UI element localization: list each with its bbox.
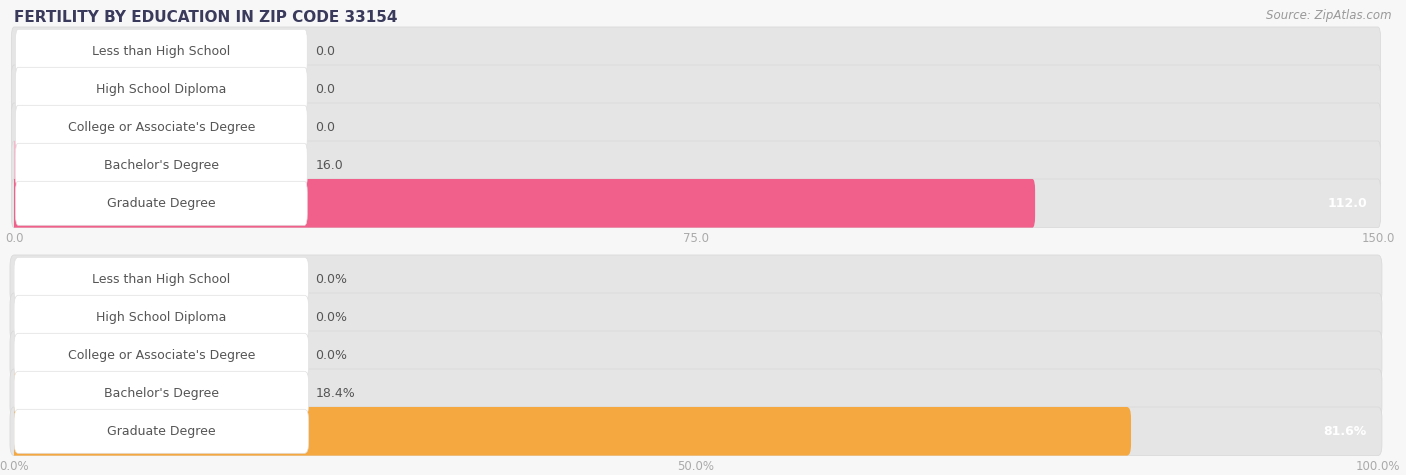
Text: 81.6%: 81.6% [1323, 425, 1367, 438]
Text: High School Diploma: High School Diploma [96, 311, 226, 324]
FancyBboxPatch shape [14, 333, 309, 377]
Text: Less than High School: Less than High School [93, 45, 231, 58]
FancyBboxPatch shape [10, 369, 269, 418]
Text: College or Associate's Degree: College or Associate's Degree [67, 121, 254, 134]
FancyBboxPatch shape [10, 255, 1382, 304]
FancyBboxPatch shape [10, 369, 1382, 418]
Text: Bachelor's Degree: Bachelor's Degree [104, 159, 219, 172]
Text: High School Diploma: High School Diploma [96, 83, 226, 96]
FancyBboxPatch shape [14, 295, 309, 339]
FancyBboxPatch shape [10, 293, 1382, 342]
Text: 0.0%: 0.0% [315, 273, 347, 286]
FancyBboxPatch shape [10, 407, 1130, 456]
FancyBboxPatch shape [11, 141, 1381, 190]
Text: Graduate Degree: Graduate Degree [107, 197, 215, 210]
Text: FERTILITY BY EDUCATION IN ZIP CODE 33154: FERTILITY BY EDUCATION IN ZIP CODE 33154 [14, 10, 398, 25]
FancyBboxPatch shape [11, 27, 1381, 76]
FancyBboxPatch shape [15, 105, 308, 149]
FancyBboxPatch shape [11, 141, 162, 190]
Text: 18.4%: 18.4% [315, 387, 356, 400]
Text: 0.0: 0.0 [315, 121, 336, 134]
Text: Source: ZipAtlas.com: Source: ZipAtlas.com [1267, 10, 1392, 22]
Text: 112.0: 112.0 [1327, 197, 1367, 210]
FancyBboxPatch shape [14, 409, 309, 453]
Text: Bachelor's Degree: Bachelor's Degree [104, 387, 219, 400]
Text: 0.0: 0.0 [315, 45, 336, 58]
Text: 0.0%: 0.0% [315, 349, 347, 362]
FancyBboxPatch shape [14, 257, 309, 301]
FancyBboxPatch shape [15, 181, 308, 225]
FancyBboxPatch shape [11, 179, 1035, 228]
FancyBboxPatch shape [11, 103, 1381, 152]
Text: 16.0: 16.0 [315, 159, 343, 172]
Text: 0.0: 0.0 [315, 83, 336, 96]
Text: Graduate Degree: Graduate Degree [107, 425, 215, 438]
Text: 0.0%: 0.0% [315, 311, 347, 324]
FancyBboxPatch shape [15, 143, 308, 187]
FancyBboxPatch shape [10, 407, 1382, 456]
FancyBboxPatch shape [14, 371, 309, 415]
FancyBboxPatch shape [10, 331, 1382, 380]
FancyBboxPatch shape [15, 29, 308, 73]
Text: Less than High School: Less than High School [93, 273, 231, 286]
FancyBboxPatch shape [15, 67, 308, 111]
Text: College or Associate's Degree: College or Associate's Degree [67, 349, 254, 362]
FancyBboxPatch shape [11, 65, 1381, 114]
FancyBboxPatch shape [11, 179, 1381, 228]
